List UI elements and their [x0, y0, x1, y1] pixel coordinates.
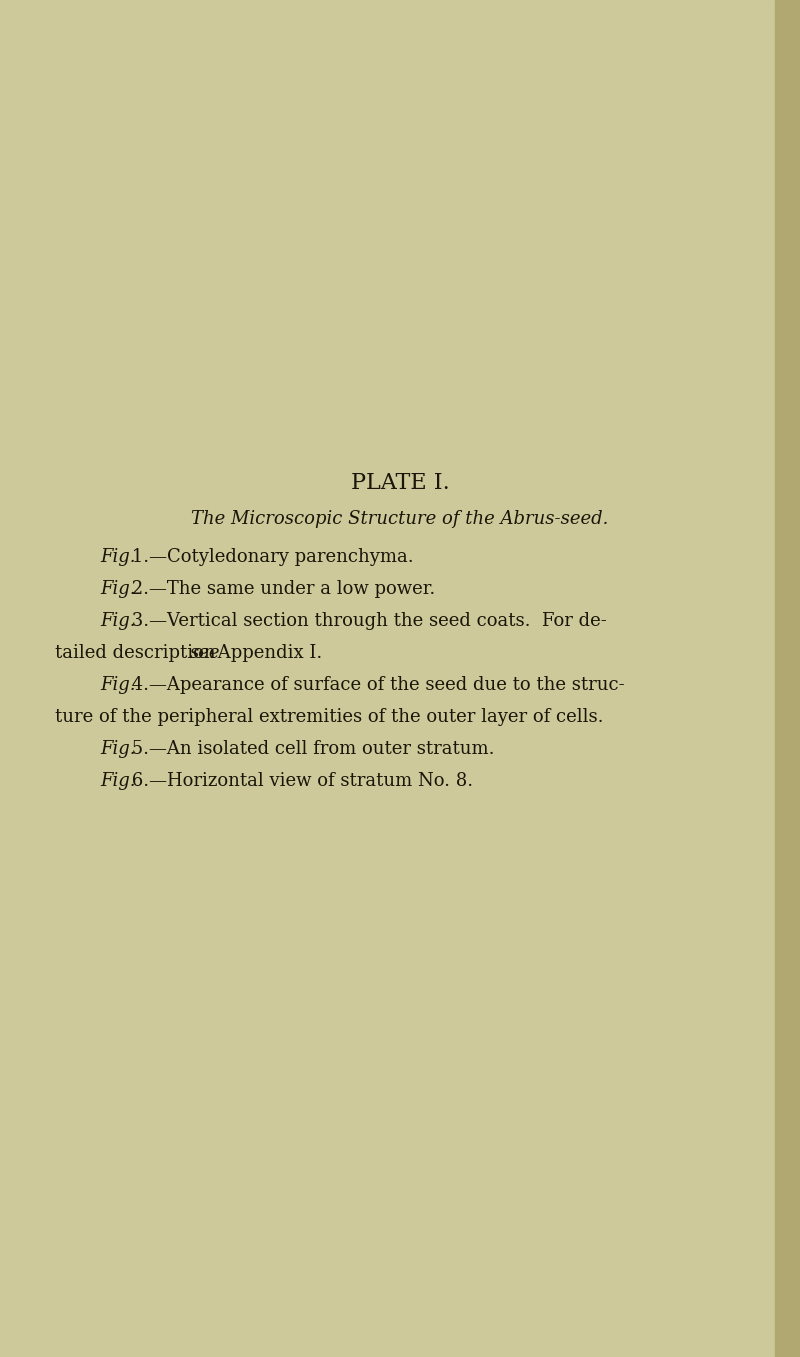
Text: 6.—Horizontal view of stratum No. 8.: 6.—Horizontal view of stratum No. 8.: [126, 772, 473, 790]
Text: 4.—Apearance of surface of the seed due to the struc-: 4.—Apearance of surface of the seed due …: [126, 676, 625, 693]
Text: Appendix I.: Appendix I.: [212, 645, 322, 662]
Text: ture of the peripheral extremities of the outer layer of cells.: ture of the peripheral extremities of th…: [55, 708, 603, 726]
Text: Fig.: Fig.: [100, 579, 135, 598]
Text: 3.—Vertical section through the seed coats.  For de-: 3.—Vertical section through the seed coa…: [126, 612, 606, 630]
Text: Fig.: Fig.: [100, 772, 135, 790]
Text: The Microscopic Structure of the Abrus-seed.: The Microscopic Structure of the Abrus-s…: [191, 510, 609, 528]
Bar: [775, 0, 800, 1357]
Text: 5.—An isolated cell from outer stratum.: 5.—An isolated cell from outer stratum.: [126, 740, 494, 759]
Text: Fig.: Fig.: [100, 612, 135, 630]
Text: PLATE I.: PLATE I.: [350, 472, 450, 494]
Text: Fig.: Fig.: [100, 548, 135, 566]
Text: Fig.: Fig.: [100, 676, 135, 693]
Text: tailed description: tailed description: [55, 645, 222, 662]
Text: 2.—The same under a low power.: 2.—The same under a low power.: [126, 579, 435, 598]
Text: 1.—Cotyledonary parenchyma.: 1.—Cotyledonary parenchyma.: [126, 548, 414, 566]
Text: Fig.: Fig.: [100, 740, 135, 759]
Text: see: see: [190, 645, 221, 662]
